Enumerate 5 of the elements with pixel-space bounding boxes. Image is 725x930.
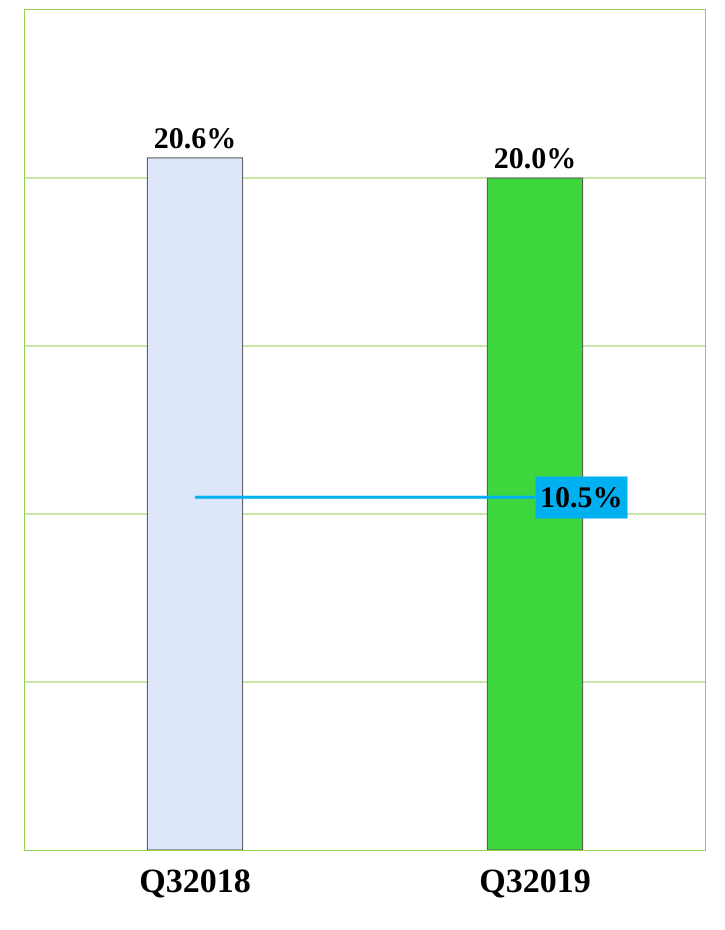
ref-line-label: 10.5% (540, 481, 622, 514)
x-tick-label: Q32019 (479, 862, 591, 900)
data-label: 20.6% (154, 122, 236, 155)
data-label: 20.0% (494, 142, 576, 175)
x-tick-label: Q32018 (139, 862, 251, 900)
